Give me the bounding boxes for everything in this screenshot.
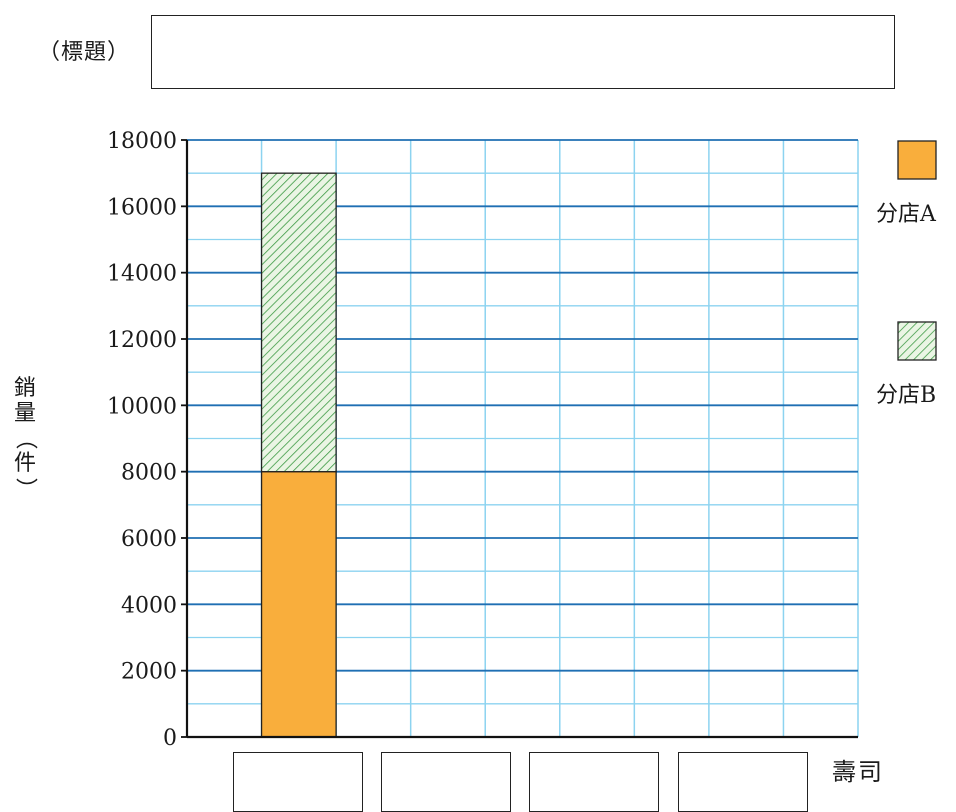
y-tick-label: 8000 (121, 461, 177, 486)
category-box-2[interactable] (381, 752, 511, 812)
y-tick-label: 6000 (121, 527, 177, 552)
y-tick-label: 10000 (107, 394, 177, 419)
category-box-4[interactable] (678, 752, 808, 812)
bar-store-a (260, 471, 337, 738)
y-tick-label: 4000 (121, 593, 177, 618)
bar-store-b (260, 172, 337, 473)
x-axis-label: 壽司 (832, 758, 884, 786)
y-tick-label: 18000 (107, 129, 177, 154)
category-box-3[interactable] (529, 752, 659, 812)
y-axis-label-char: 量 (13, 401, 36, 426)
category-box-1[interactable] (233, 752, 363, 812)
legend-label-store-a: 分店A (876, 202, 937, 227)
y-tick-label: 2000 (121, 660, 177, 685)
title-input-box[interactable] (151, 15, 895, 89)
y-axis-label: 銷 量 （ 件 ） (12, 376, 38, 501)
legend-swatch-store-a (897, 140, 937, 180)
legend-swatch-store-b (897, 321, 937, 361)
y-tick-label: 12000 (107, 328, 177, 353)
legend-label-store-b: 分店B (876, 383, 936, 408)
y-tick-label: 0 (163, 726, 177, 751)
y-axis-label-char: 件 (13, 451, 36, 476)
title-label: （標題） (38, 40, 131, 65)
y-tick-label: 14000 (107, 262, 177, 287)
y-axis-label-char: 銷 (13, 376, 36, 401)
y-tick-label: 16000 (107, 195, 177, 220)
